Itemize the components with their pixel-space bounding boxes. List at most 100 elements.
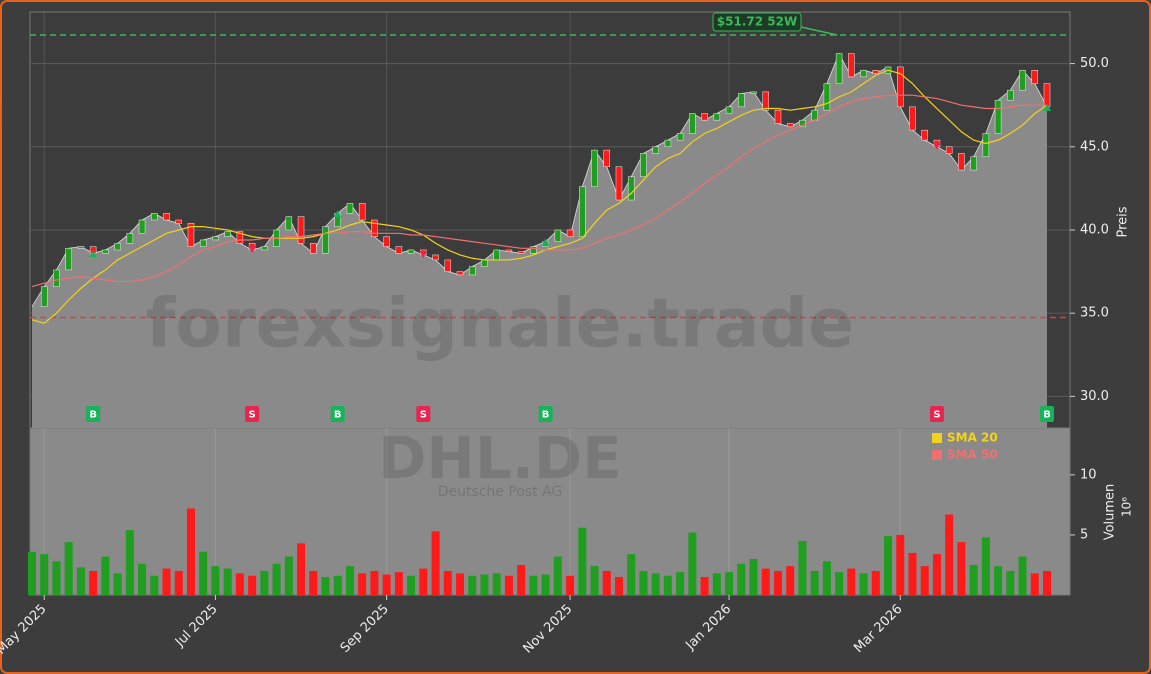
volume-bar xyxy=(248,575,257,595)
y-tick-label: 30.0 xyxy=(1080,389,1109,404)
candle xyxy=(848,53,855,78)
candle xyxy=(713,113,721,121)
watermark: forexsignale.trade xyxy=(146,285,855,364)
volume-bar xyxy=(394,572,403,595)
volume-tick-label: 5 xyxy=(1080,527,1088,542)
legend-swatch xyxy=(932,433,942,443)
candle xyxy=(603,149,611,168)
volume-bar xyxy=(211,566,220,595)
volume-bar xyxy=(517,564,526,595)
volume-bar xyxy=(199,551,208,595)
volume-bar xyxy=(1043,570,1051,595)
volume-bar xyxy=(541,574,550,595)
volume-bar xyxy=(602,570,611,595)
signal-badge xyxy=(245,406,260,422)
candle xyxy=(615,166,623,201)
candle xyxy=(468,266,476,276)
y-tick-label: 35.0 xyxy=(1080,306,1109,321)
candle xyxy=(114,243,121,251)
volume-bar xyxy=(468,575,477,595)
candle xyxy=(591,149,598,187)
candle xyxy=(138,219,146,234)
volume-bar xyxy=(492,573,501,595)
candle xyxy=(750,91,757,94)
candle xyxy=(835,53,843,84)
candle xyxy=(1019,69,1026,91)
candle xyxy=(395,246,403,254)
volume-bar xyxy=(614,576,623,595)
volume-bar xyxy=(162,568,171,595)
volume-bar xyxy=(345,566,354,595)
volume-bar xyxy=(945,514,954,595)
candle xyxy=(77,246,85,249)
volume-bar xyxy=(76,567,85,595)
candle xyxy=(163,213,170,221)
candle xyxy=(224,231,231,237)
volume-bar xyxy=(798,540,807,595)
volume-bar xyxy=(627,554,636,595)
candle xyxy=(493,249,500,261)
legend-label: SMA 20 xyxy=(947,431,998,445)
signal-badge xyxy=(929,406,944,422)
candle xyxy=(53,269,60,287)
volume-bar xyxy=(688,532,697,595)
volume-unit-label: 10⁶ xyxy=(1120,497,1134,517)
candle xyxy=(126,233,134,244)
volume-bar xyxy=(773,570,782,595)
volume-bar xyxy=(235,573,244,595)
volume-tick-label: 10 xyxy=(1080,467,1097,482)
signal-label: B xyxy=(89,410,97,421)
volume-bar xyxy=(419,568,428,595)
volume-bar xyxy=(113,573,122,595)
volume-bar xyxy=(138,563,147,595)
candle xyxy=(481,259,488,267)
reference-arrow xyxy=(800,26,838,36)
volume-bar xyxy=(456,573,465,595)
volume-bar xyxy=(994,566,1003,595)
volume-bar xyxy=(40,554,49,595)
volume-bar xyxy=(370,570,379,595)
company-watermark: Deutsche Post AG xyxy=(438,484,563,500)
candle xyxy=(994,99,1002,134)
signal-marker xyxy=(932,142,941,150)
candle xyxy=(383,236,390,247)
volume-bar xyxy=(223,568,232,595)
signal-badge xyxy=(538,406,553,422)
candle xyxy=(175,219,182,224)
candle xyxy=(187,223,195,247)
volume-bar xyxy=(150,575,159,595)
signal-marker xyxy=(248,245,257,253)
volume-bar xyxy=(64,542,73,595)
candle xyxy=(860,69,867,78)
candle xyxy=(285,216,293,231)
legend-label: SMA 50 xyxy=(947,448,998,462)
candle xyxy=(762,91,769,111)
volume-bar xyxy=(651,573,660,595)
symbol-watermark: DHL.DE xyxy=(378,424,621,492)
signal-marker xyxy=(1043,103,1051,111)
signal-label: S xyxy=(420,410,427,421)
y-tick-label: 40.0 xyxy=(1080,222,1109,237)
legend-swatch xyxy=(932,450,942,460)
volume-bar xyxy=(297,543,306,595)
candle xyxy=(1043,83,1051,108)
volume-bar xyxy=(859,573,868,595)
candle xyxy=(65,248,72,271)
volume-bar xyxy=(1018,556,1027,595)
volume-bar xyxy=(89,570,98,595)
volume-bar xyxy=(566,575,575,595)
candle xyxy=(689,113,696,134)
volume-bar xyxy=(920,566,929,595)
candle xyxy=(297,216,305,244)
y-tick-label: 50.0 xyxy=(1080,56,1109,71)
volume-bar xyxy=(786,566,795,595)
volume-bar xyxy=(749,558,758,595)
candle xyxy=(945,146,953,154)
candle xyxy=(823,83,831,111)
volume-bar xyxy=(896,534,905,595)
volume-bar xyxy=(981,537,990,595)
volume-bar xyxy=(835,572,844,595)
candle xyxy=(554,229,562,242)
volume-bar xyxy=(676,572,685,595)
